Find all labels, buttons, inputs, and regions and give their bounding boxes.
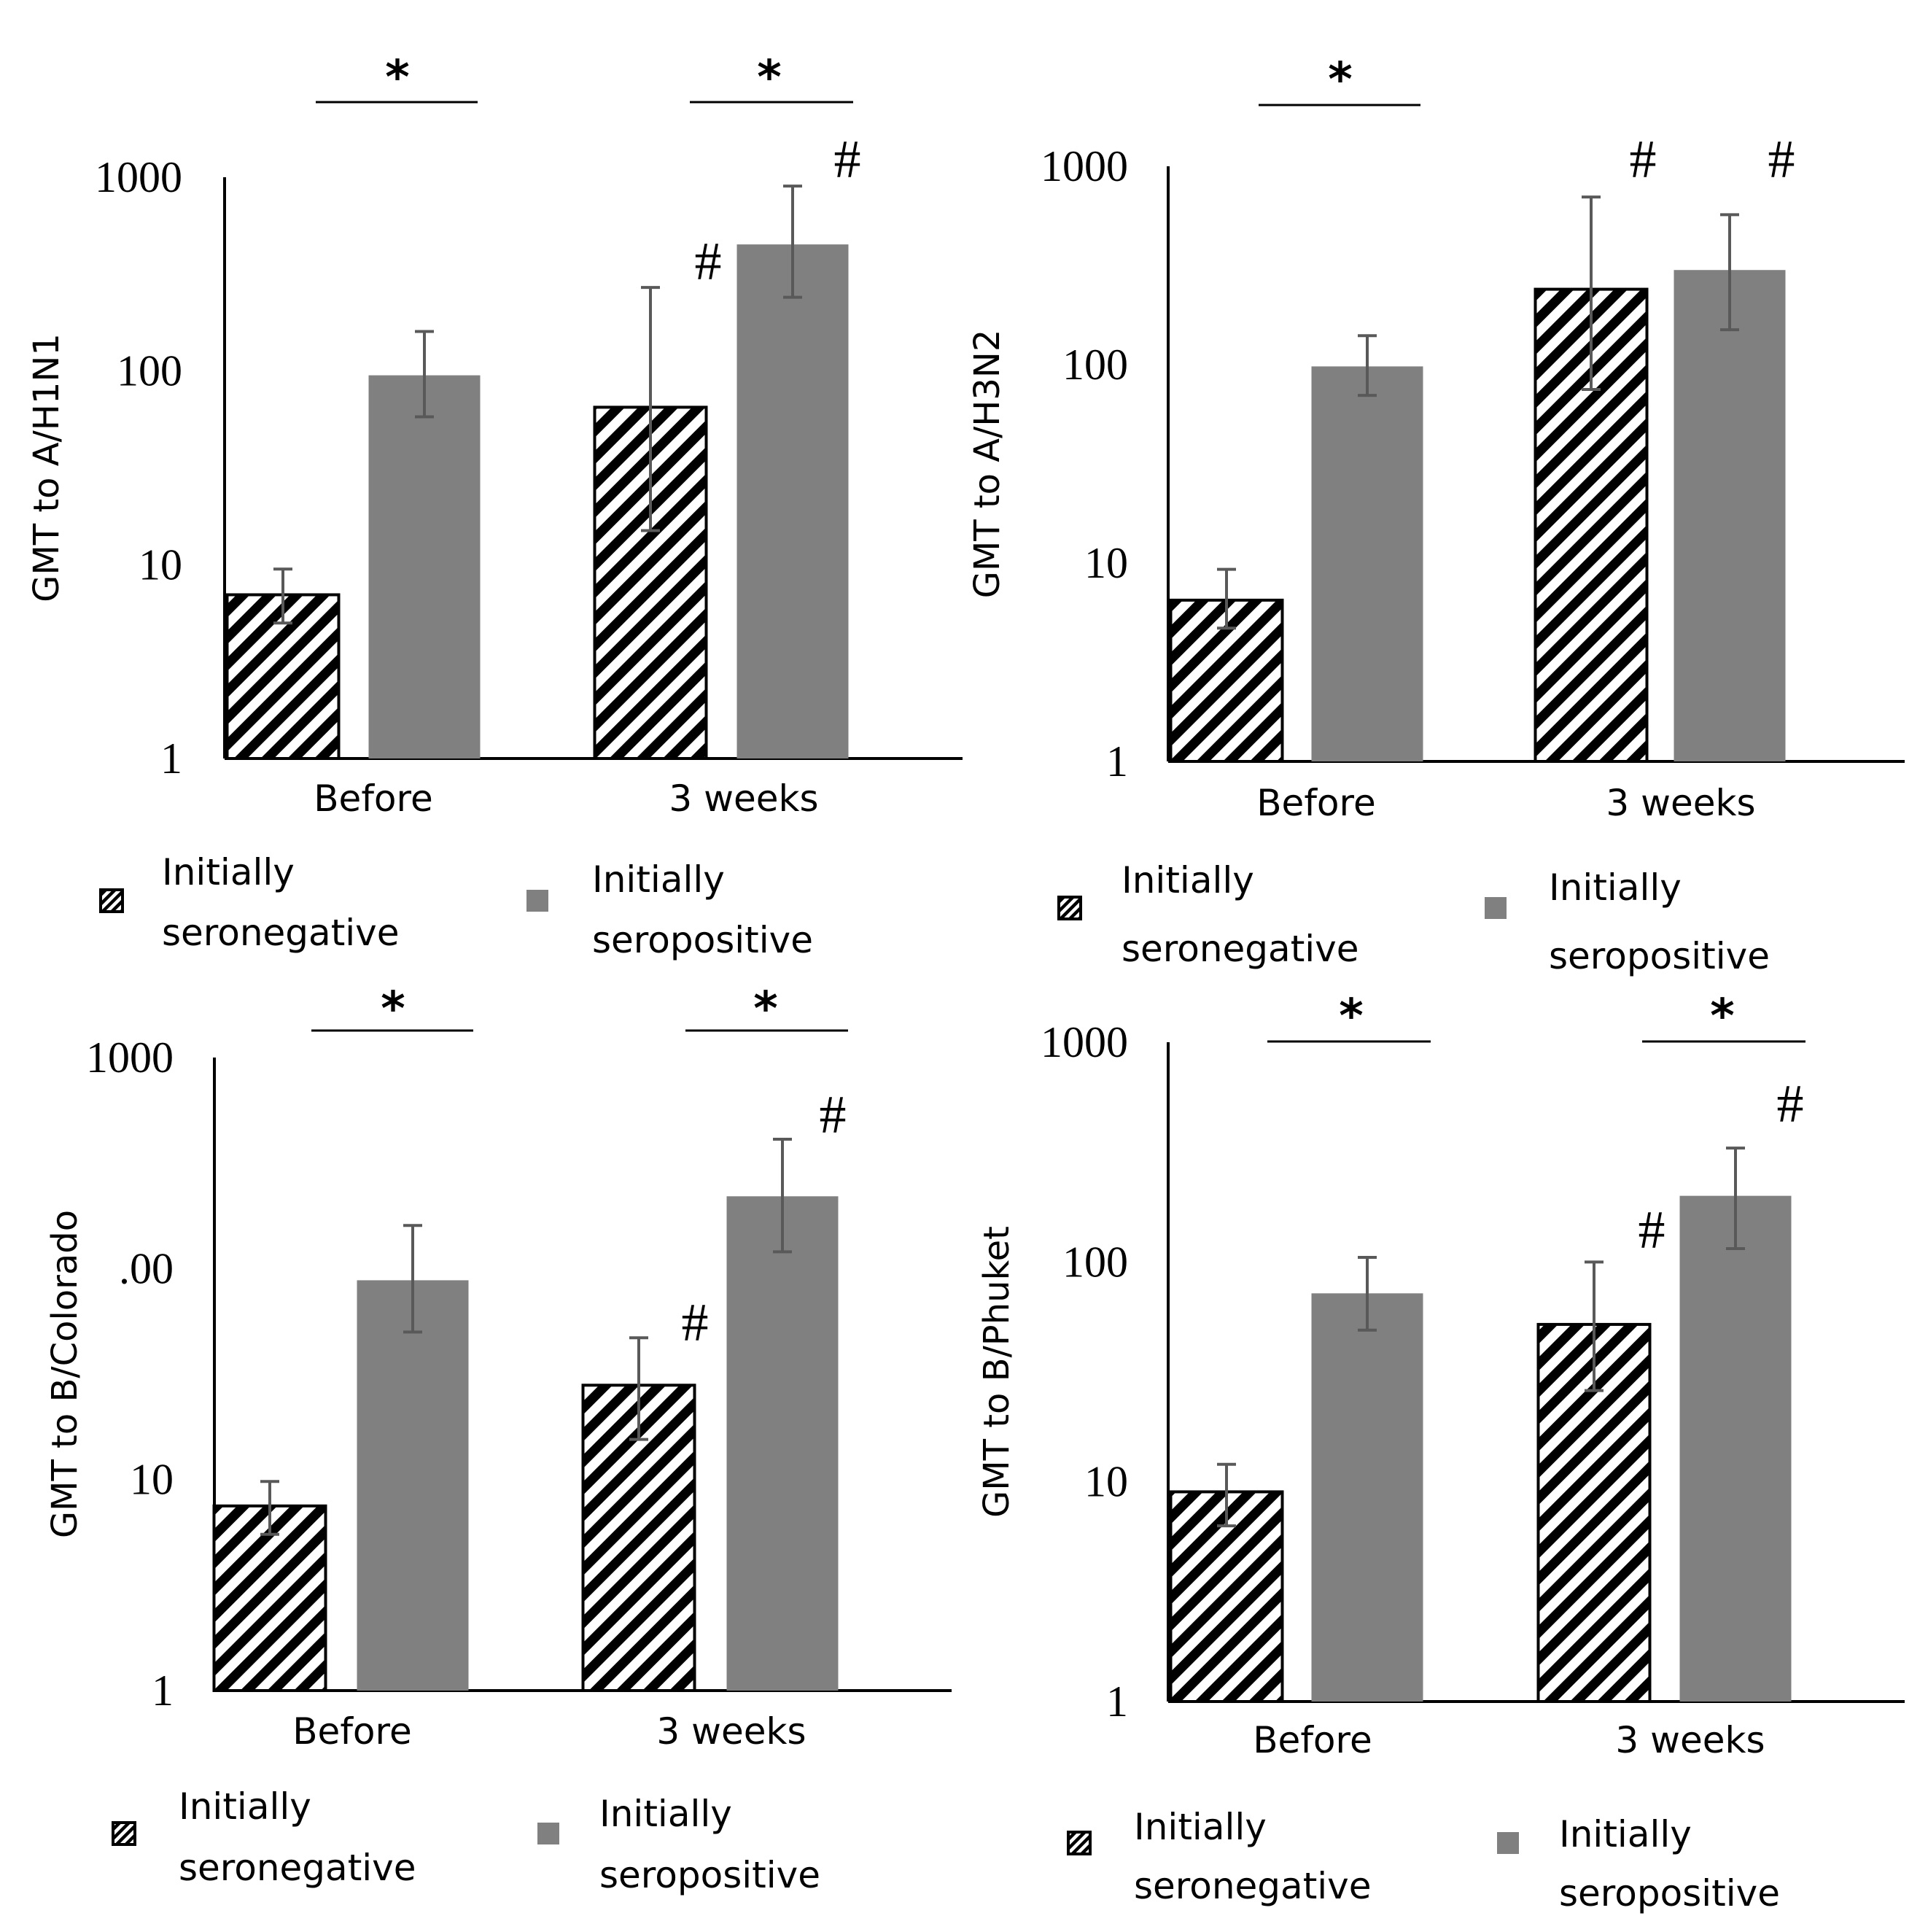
significance-star: * (753, 982, 777, 1036)
y-tick-label: 10 (1084, 1458, 1128, 1506)
legend-label-seropositive-line1: Initially (592, 858, 725, 901)
legend-swatch-seropositive (1485, 897, 1507, 919)
legend-swatch-seronegative (1067, 1831, 1092, 1855)
significance-star: * (1328, 53, 1352, 107)
y-tick-label: .00 (119, 1244, 174, 1292)
x-tick-label: Before (292, 1710, 411, 1753)
bar-seronegative (593, 406, 708, 760)
hash-marker: # (820, 1085, 847, 1145)
legend-swatch-seropositive (537, 1823, 559, 1844)
x-tick-label: Before (314, 777, 432, 820)
chart-panel: 1 10 .00 1000 GMT to B/Colorado Before 3 weeks… (44, 982, 952, 1896)
y-tick-label: 1000 (1041, 1018, 1128, 1066)
y-tick-label: 1 (1106, 1677, 1128, 1726)
hash-marker: # (1777, 1074, 1804, 1134)
bar-seronegative (212, 1504, 327, 1693)
legend-label-seronegative-line1: Initially (179, 1785, 311, 1828)
y-tick-label: 1000 (1041, 142, 1128, 190)
y-tick-label: 10 (1084, 539, 1128, 587)
chart-panel: 1 10 100 1000 GMT to A/H3N2 Before 3 weeks * # # I… (967, 53, 1905, 977)
y-axis-label: GMT to B/Colorado (44, 1210, 85, 1538)
bar-seropositive (1311, 366, 1423, 762)
bar-seropositive (1674, 270, 1786, 761)
legend-label-seronegative-line2: seronegative (1134, 1865, 1372, 1907)
significance-star: * (381, 982, 405, 1036)
bar-seropositive (1311, 1293, 1423, 1702)
x-tick-label: Before (1256, 782, 1375, 824)
legend-label-seropositive-line1: Initially (1549, 866, 1682, 909)
y-tick-label: 10 (139, 540, 182, 589)
legend-swatch-seronegative (99, 888, 124, 913)
legend-label-seronegative-line2: seronegative (162, 912, 400, 954)
x-tick-label: 3 weeks (1615, 1719, 1765, 1761)
bar-seropositive (1679, 1195, 1792, 1702)
hash-marker: # (695, 232, 722, 292)
hash-marker: # (834, 130, 861, 190)
legend-label-seropositive-line1: Initially (1559, 1813, 1692, 1855)
legend-label-seronegative-line2: seronegative (1122, 928, 1359, 970)
legend-swatch-seropositive (1497, 1832, 1519, 1854)
y-tick-label: 1 (1106, 737, 1128, 785)
y-tick-label: 1 (152, 1667, 174, 1715)
y-tick-label: 1000 (86, 1033, 174, 1082)
x-tick-label: 3 weeks (669, 777, 818, 820)
x-tick-label: 3 weeks (1606, 782, 1755, 824)
legend-label-seropositive-line2: seropositive (599, 1854, 820, 1896)
chart-panel: 1 10 100 1000 GMT to A/H1N1 Before 3 weeks * * # #… (26, 51, 963, 961)
hash-marker: # (682, 1293, 709, 1353)
bar-seropositive (368, 375, 481, 759)
significance-star: * (1710, 990, 1734, 1044)
y-axis-label: GMT to B/Phuket (976, 1226, 1017, 1518)
y-tick-label: 1000 (95, 153, 182, 201)
y-tick-label: 100 (117, 347, 182, 395)
x-tick-label: 3 weeks (656, 1710, 806, 1753)
y-tick-label: 1 (160, 734, 182, 783)
hash-marker: # (1768, 130, 1795, 190)
legend-swatch-seronegative (1057, 896, 1082, 920)
significance-star: * (1339, 990, 1363, 1044)
legend-label-seropositive-line2: seropositive (1559, 1872, 1780, 1914)
legend-swatch-seronegative (112, 1821, 136, 1846)
y-axis-label: GMT to A/H1N1 (26, 333, 67, 602)
bar-seropositive (357, 1280, 469, 1691)
x-tick-label: Before (1253, 1719, 1372, 1761)
legend-label-seropositive-line2: seropositive (592, 919, 813, 961)
legend-label-seronegative-line1: Initially (162, 851, 295, 893)
y-tick-label: 100 (1062, 341, 1128, 389)
y-tick-label: 100 (1062, 1238, 1128, 1286)
bar-seropositive (726, 1196, 839, 1691)
hash-marker: # (1639, 1200, 1665, 1260)
bar-seropositive (736, 244, 849, 759)
legend-label-seropositive-line2: seropositive (1549, 935, 1770, 977)
legend-label-seronegative-line1: Initially (1134, 1806, 1267, 1848)
significance-star: * (385, 51, 409, 105)
y-axis-label: GMT to A/H3N2 (967, 330, 1008, 599)
legend-label-seropositive-line1: Initially (599, 1793, 732, 1835)
significance-star: * (757, 51, 781, 105)
legend-label-seronegative-line1: Initially (1122, 859, 1254, 901)
hash-marker: # (1630, 130, 1657, 190)
y-tick-label: 10 (130, 1456, 174, 1504)
legend-label-seronegative-line2: seronegative (179, 1847, 416, 1889)
legend-swatch-seropositive (526, 890, 548, 912)
chart-panel: 1 10 100 1000 GMT to B/Phuket Before 3 weeks * *… (976, 990, 1905, 1914)
